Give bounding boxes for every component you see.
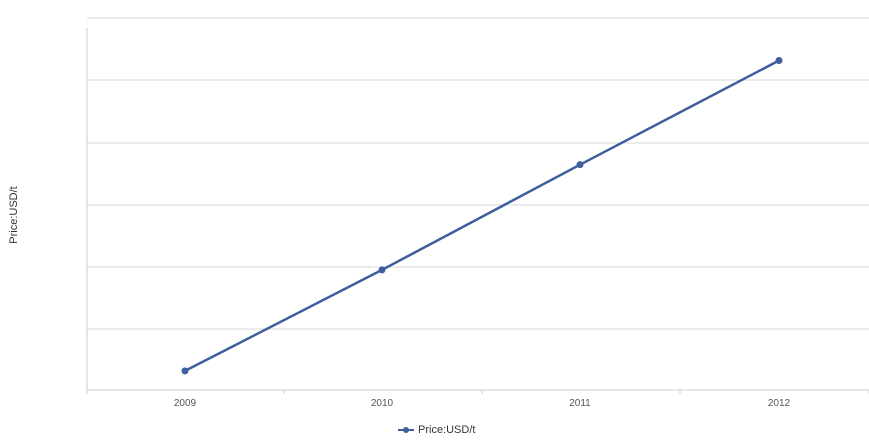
x-tick-label: 2012 (768, 398, 791, 409)
legend-line-marker-icon (398, 427, 414, 433)
series-group (181, 57, 783, 375)
series-line (184, 59, 780, 372)
x-tick-label: 2010 (371, 398, 394, 409)
gridlines (86, 17, 869, 390)
data-point (576, 161, 584, 169)
x-tick-label: 2009 (174, 398, 197, 409)
legend[interactable]: Price:USD/t (398, 424, 475, 436)
x-tick-label: 2011 (569, 398, 591, 409)
data-point (378, 266, 386, 274)
x-axis: 2009 2010 2011 2012 (86, 389, 869, 409)
legend-label: Price:USD/t (418, 424, 476, 436)
data-point (181, 367, 189, 375)
data-point (775, 57, 783, 65)
